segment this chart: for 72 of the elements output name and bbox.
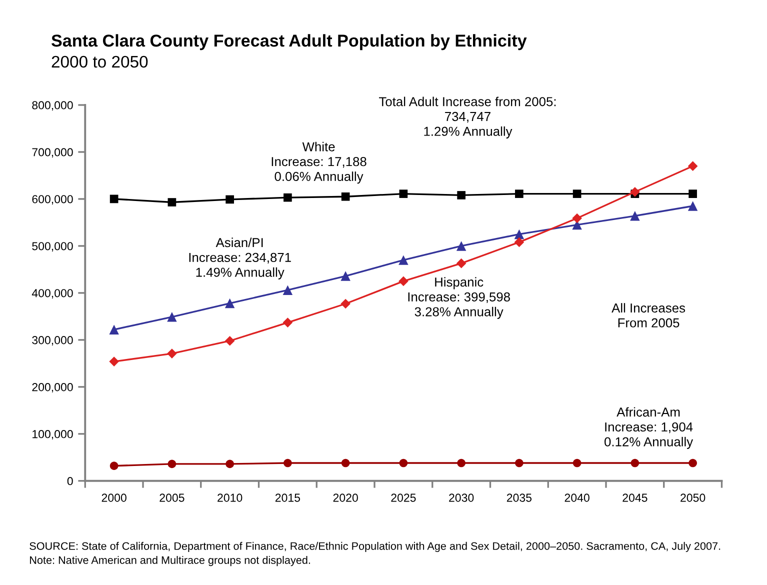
x-tick-label: 2015 [275, 494, 300, 502]
x-tick-label: 2045 [622, 494, 648, 502]
point [688, 190, 697, 198]
y-tick-label: 300,000 [32, 336, 73, 346]
point [630, 458, 640, 468]
annotation: White Increase: 17,188 0.06% Annually [272, 142, 366, 184]
x-tick-label: 2020 [333, 494, 358, 502]
annotation: Asian/PI Increase: 234,871 1.49% Annually [189, 238, 291, 280]
point [341, 458, 350, 468]
point [514, 237, 524, 248]
point [110, 462, 118, 470]
x-tick-label: 2030 [449, 494, 474, 502]
point [688, 458, 697, 468]
point [109, 356, 119, 366]
point [398, 255, 408, 265]
point [399, 190, 408, 198]
point [341, 192, 350, 201]
point [572, 213, 582, 224]
point [168, 198, 176, 206]
point [456, 258, 466, 268]
point [688, 201, 698, 211]
x-tick-label: 2050 [680, 494, 706, 502]
annotation: African-Am Increase: 1,904 0.12% Annually [604, 407, 694, 449]
point [572, 458, 582, 468]
y-tick-label: 200,000 [32, 383, 73, 393]
point [515, 458, 524, 468]
point [284, 193, 292, 202]
point [399, 458, 408, 468]
y-tick-label: 800,000 [32, 101, 73, 111]
source-note: SOURCE: State of California, Department of Finance, Race/Ethnic Population with Age and Sex Detail, 2000–2050. Sacramento, CA, July 2007. [30, 542, 720, 552]
x-tick-label: 2035 [506, 494, 532, 502]
y-tick-label: 100,000 [32, 430, 73, 440]
point [630, 187, 640, 197]
point [226, 460, 234, 468]
y-tick-label: 700,000 [32, 148, 73, 158]
point [282, 285, 293, 295]
annotation: Total Adult Increase from 2005: 734,747 1.29% Annually [379, 96, 556, 138]
point [167, 312, 177, 322]
text: Note: Native American and Multirace groups not displayed. [30, 556, 310, 566]
y-tick-label: 0 [67, 476, 73, 486]
y-tick-label: 500,000 [32, 242, 73, 252]
point [457, 458, 466, 468]
annotation: All Increases From 2005 [612, 303, 686, 328]
point [167, 348, 177, 358]
point [284, 458, 292, 468]
point [515, 190, 524, 198]
chart-subtitle: 2000 to 2050 [52, 56, 148, 68]
point [224, 298, 235, 308]
x-tick-label: 2040 [564, 494, 590, 502]
y-tick-label: 600,000 [32, 195, 73, 205]
x-tick-label: 2010 [218, 494, 242, 502]
point [398, 276, 408, 286]
point [457, 191, 466, 200]
annotation: Hispanic Increase: 399,598 3.28% Annually [408, 277, 510, 319]
point [514, 229, 524, 240]
point [340, 298, 350, 309]
chart-title: Santa Clara County Forecast Adult Population by Ethnicity [51, 34, 527, 50]
point [340, 271, 350, 281]
point [572, 190, 582, 198]
point [109, 324, 119, 334]
x-tick-label: 2005 [160, 494, 184, 502]
point [456, 241, 466, 251]
point [110, 194, 118, 204]
x-tick-label: 2000 [102, 494, 126, 502]
point [630, 211, 640, 221]
point [224, 336, 235, 346]
x-tick-label: 2025 [391, 494, 416, 502]
point [688, 161, 698, 171]
point [282, 318, 293, 328]
y-tick-label: 400,000 [32, 289, 73, 299]
point [226, 195, 234, 204]
point [168, 460, 176, 468]
